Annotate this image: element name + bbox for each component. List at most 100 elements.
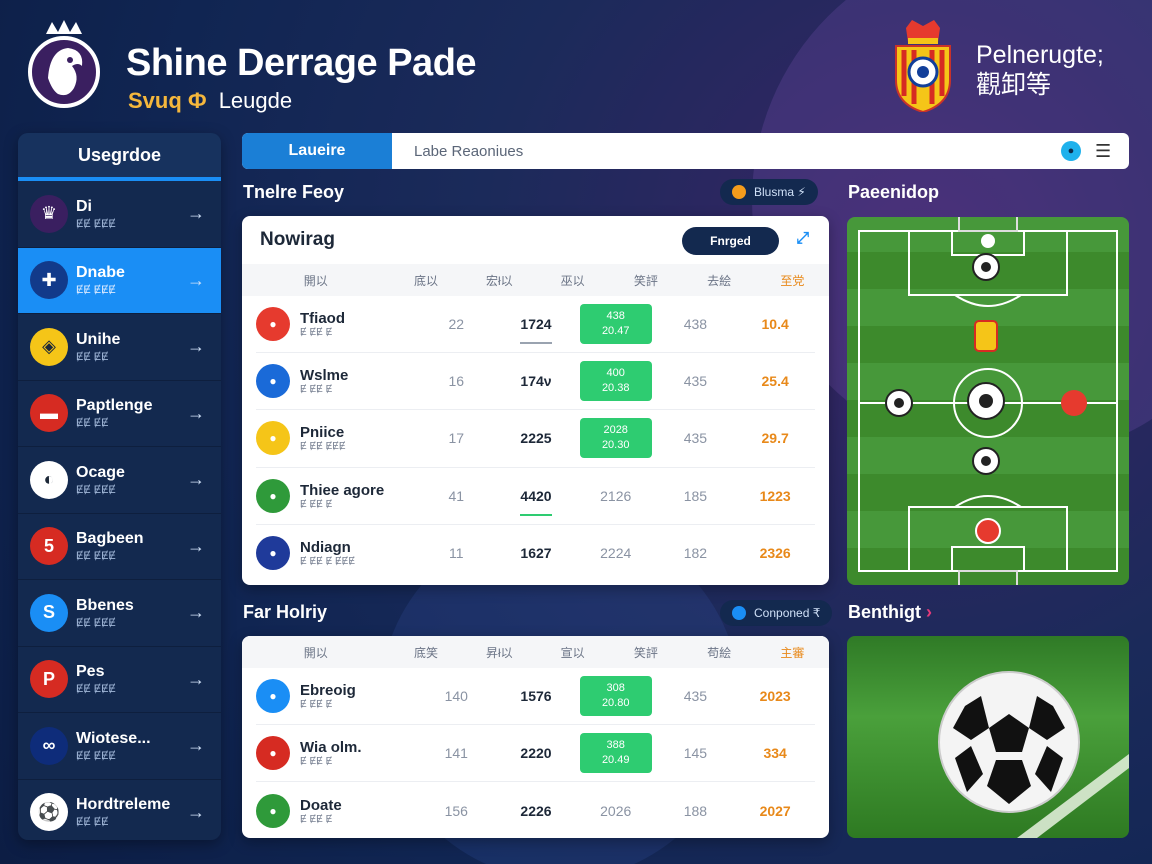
sidebar-item[interactable]: ✚ Dnabe ɆɆ ɆɆɆ → bbox=[18, 247, 221, 314]
stat-cell: 25.4 bbox=[761, 373, 789, 390]
team-sub: Ɇ ɆɆ Ɇ bbox=[300, 498, 333, 510]
table-body: ● Ebreoig Ɇ ɆɆ Ɇ 140 1576 308 20.80 435 2023 ● Wia… bbox=[242, 668, 829, 838]
table-row[interactable]: ● Ebreoig Ɇ ɆɆ Ɇ 140 1576 308 20.80 435 2023 bbox=[256, 668, 815, 726]
table-row[interactable]: ● Pniice Ɇ ɆɆ ɆɆɆ 17 2225 2028 20.30 435 29.7 bbox=[256, 410, 815, 468]
sidebar-item-sub: ɆɆ ɆɆ bbox=[76, 350, 109, 363]
arrow-right-icon: → bbox=[187, 203, 205, 224]
column-header[interactable]: 宣以 bbox=[560, 645, 585, 660]
column-header[interactable]: 昇ł以 bbox=[485, 645, 513, 660]
arrow-right-icon: → bbox=[187, 602, 205, 623]
team-cell: ● Ndiagn Ɇ ɆɆ Ɇ ɆɆɆ bbox=[256, 536, 416, 571]
stat-cell: 185 bbox=[683, 487, 708, 504]
chevron-right-icon: › bbox=[926, 602, 932, 622]
team-name: Wia olm. bbox=[300, 739, 362, 757]
column-header[interactable]: 去絵 bbox=[707, 273, 732, 288]
league-tab[interactable]: Laueire bbox=[242, 133, 392, 169]
team-flag-icon: ● bbox=[256, 679, 290, 714]
sidebar-item-label: Hordtreleme bbox=[76, 796, 171, 814]
pitch-title: Paeenidop bbox=[848, 182, 940, 202]
team-name-block: Pniice Ɇ ɆɆ ɆɆɆ bbox=[300, 424, 346, 452]
stat-value: 4420 bbox=[520, 487, 552, 516]
header-right-line1: Pelnerugte; bbox=[976, 41, 1104, 69]
sidebar-item[interactable]: S Bbenes ɆɆ ɆɆɆ → bbox=[18, 580, 221, 647]
stat-cell: 4420 bbox=[496, 487, 576, 516]
league-lion-logo[interactable] bbox=[28, 18, 100, 110]
team-sub: Ɇ ɆɆ Ɇ bbox=[300, 813, 333, 825]
sidebar-item[interactable]: ▬ Paptlenge ɆɆ ɆɆ → bbox=[18, 381, 221, 447]
table-row[interactable]: ● Doate Ɇ ɆɆ Ɇ 156 2226 2026 188 2027 bbox=[256, 782, 815, 838]
score-badge: 308 20.80 bbox=[579, 676, 652, 717]
stat-cell: 1627 bbox=[496, 545, 576, 561]
team-cell: ● Pniice Ɇ ɆɆ ɆɆɆ bbox=[256, 421, 416, 456]
sidebar-item[interactable]: 5 Bagbeen ɆɆ ɆɆɆ → bbox=[18, 514, 221, 580]
notification-icon[interactable]: ● bbox=[1061, 141, 1081, 161]
flag-icon: ▬ bbox=[30, 394, 68, 433]
expand-icon[interactable]: ⤢ bbox=[796, 230, 809, 247]
section1-filter-pill[interactable]: Blusma ⚡ bbox=[720, 179, 818, 205]
sidebar-item[interactable]: ♛ Di ɆɆ ɆɆɆ → bbox=[18, 181, 221, 248]
arrow-right-icon: → bbox=[187, 336, 205, 357]
sidebar-item-label: Wiotese... bbox=[76, 729, 151, 747]
column-header[interactable]: 笑評 bbox=[633, 645, 658, 660]
search-input[interactable]: Labe Reaoniues bbox=[414, 142, 524, 160]
column-header[interactable]: 至党 bbox=[780, 273, 805, 288]
column-header[interactable]: 主審 bbox=[780, 645, 805, 660]
stat-cell: 334 bbox=[763, 745, 787, 762]
table-row[interactable]: ● Ndiagn Ɇ ɆɆ Ɇ ɆɆɆ 11 1627 2224 182 2326 bbox=[256, 525, 815, 582]
sidebar-item-text: Dnabe ɆɆ ɆɆɆ bbox=[76, 264, 125, 296]
menu-icon[interactable]: ☰ bbox=[1095, 140, 1112, 161]
standings-panel: Nowirag Fnrged ⤢ 開以 底以 宏ł以 巫以 笑評 去絵 至党 ● Tfiaod… bbox=[242, 216, 829, 585]
sidebar-item-sub: ɆɆ ɆɆɆ bbox=[76, 550, 116, 563]
team-sub: Ɇ ɆɆ ɆɆɆ bbox=[300, 441, 346, 453]
sidebar-item-label: Bbenes bbox=[76, 596, 134, 614]
sidebar-item-label: Unihe bbox=[76, 330, 121, 348]
team-cell: ● Ebreoig Ɇ ɆɆ Ɇ bbox=[256, 679, 416, 714]
sidebar-item-sub: ɆɆ ɆɆ bbox=[76, 816, 109, 829]
column-header[interactable]: 巫以 bbox=[560, 273, 585, 288]
subtitle-text: Leugde bbox=[218, 88, 293, 113]
column-header[interactable]: 開以 bbox=[303, 273, 328, 288]
stat-cell: 2225 bbox=[496, 430, 576, 446]
table-row[interactable]: ● Wia olm. Ɇ ɆɆ Ɇ 141 2220 388 20.49 145 334 bbox=[256, 725, 815, 783]
column-header[interactable]: 底笑 bbox=[414, 645, 439, 660]
highlight-image[interactable] bbox=[847, 636, 1129, 838]
sidebar-item[interactable]: P Pes ɆɆ ɆɆɆ → bbox=[18, 647, 221, 713]
stat-cell: 17 bbox=[448, 430, 465, 447]
sidebar-item-text: Pes ɆɆ ɆɆɆ bbox=[76, 663, 116, 695]
formation-pitch[interactable] bbox=[847, 217, 1129, 585]
sidebar-item-text: Hordtreleme ɆɆ ɆɆ bbox=[76, 796, 170, 828]
column-header[interactable]: 笑評 bbox=[633, 273, 658, 288]
sidebar-item[interactable]: ⚽ Hordtreleme ɆɆ ɆɆ → bbox=[18, 780, 221, 841]
team-flag-icon: ● bbox=[256, 364, 290, 399]
filter-dot-icon bbox=[732, 185, 746, 199]
stat-cell: 29.7 bbox=[761, 430, 789, 447]
sidebar-item-label: Bagbeen bbox=[76, 530, 144, 548]
column-header[interactable]: 開以 bbox=[303, 645, 328, 660]
sidebar-item[interactable]: ∞ Wiotese... ɆɆ ɆɆɆ → bbox=[18, 713, 221, 780]
page-title: Shine Derrage Pade bbox=[126, 42, 477, 84]
soccer-ball-image bbox=[938, 671, 1129, 838]
panel-filter-button[interactable]: Fnrged bbox=[682, 227, 779, 255]
column-header[interactable]: 底以 bbox=[414, 273, 439, 288]
team-flag-icon: ● bbox=[256, 536, 290, 571]
table-row[interactable]: ● Tfiaod Ɇ ɆɆ Ɇ 22 1724 438 20.47 438 10.4 bbox=[256, 296, 815, 354]
score-cell: 438 20.47 bbox=[576, 304, 656, 345]
badge-line1: 2028 bbox=[603, 424, 628, 437]
sidebar-item-sub: ɆɆ ɆɆɆ bbox=[76, 284, 116, 297]
section1-title: Tnelre Feoy bbox=[243, 182, 345, 202]
sidebar-item-text: Wiotese... ɆɆ ɆɆɆ bbox=[76, 730, 151, 762]
score-badge: 388 20.49 bbox=[579, 733, 652, 774]
column-header[interactable]: 苟絵 bbox=[707, 645, 732, 660]
column-header[interactable]: 宏ł以 bbox=[485, 273, 513, 288]
table-row[interactable]: ● Thiee agore Ɇ ɆɆ Ɇ 41 4420 2126 185 1223 bbox=[256, 468, 815, 525]
club-crest-icon[interactable] bbox=[890, 20, 956, 112]
badge-line1: 400 bbox=[606, 367, 625, 380]
stat-cell: 1724 bbox=[496, 316, 576, 345]
highlight-title[interactable]: Benthigt › bbox=[848, 602, 932, 623]
sidebar: Usegrdoe ♛ Di ɆɆ ɆɆɆ → ✚ Dnabe ɆɆ ɆɆɆ → ◈ Unihe ɆɆ… bbox=[18, 133, 221, 840]
sidebar-item[interactable]: ◈ Unihe ɆɆ ɆɆ → bbox=[18, 314, 221, 381]
table-row[interactable]: ● Wslme Ɇ ɆɆ Ɇ 16 174ν 400 20.38 435 25.4 bbox=[256, 353, 815, 411]
sidebar-item[interactable]: ◐ Ocage ɆɆ ɆɆɆ → bbox=[18, 447, 221, 514]
score-badge: 2028 20.30 bbox=[579, 418, 652, 459]
section2-filter-pill[interactable]: Conponed ₹ bbox=[720, 600, 833, 626]
